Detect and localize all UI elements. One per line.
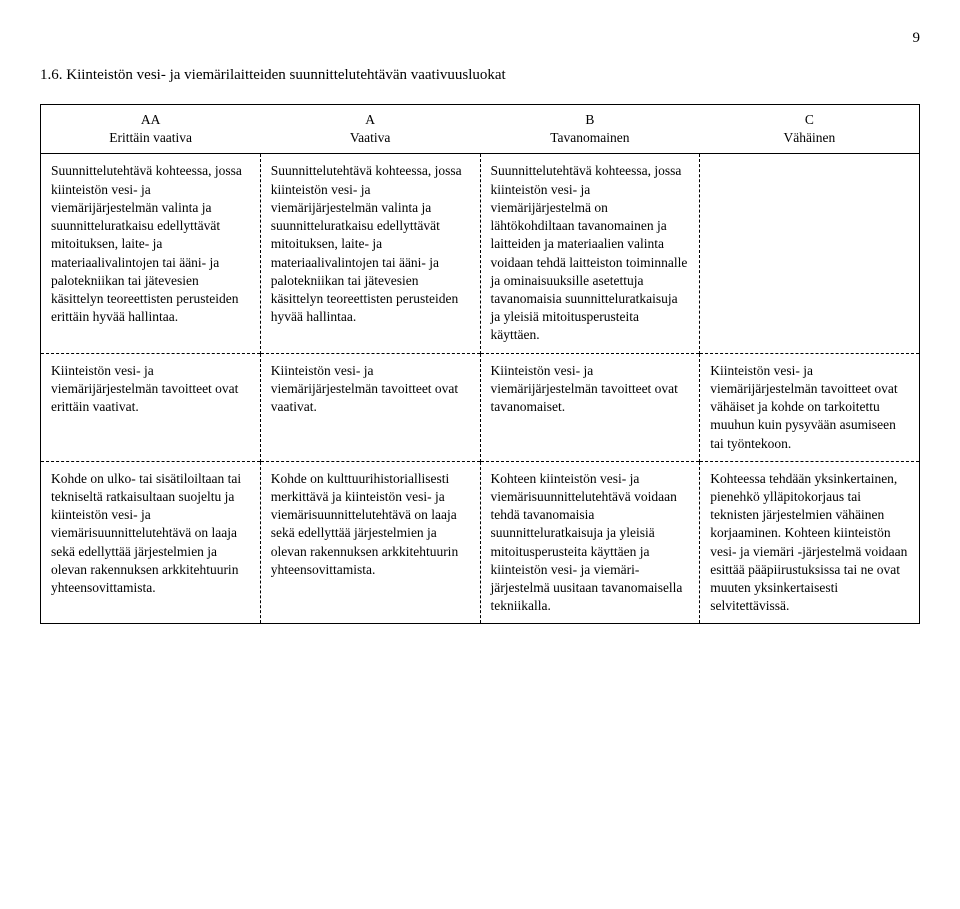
table-cell: Kiinteistön vesi- ja viemärijärjestelmän… bbox=[260, 353, 480, 461]
table-cell: Suunnittelutehtävä kohteessa, jossa kiin… bbox=[260, 154, 480, 353]
column-label: Erittäin vaativa bbox=[51, 129, 250, 147]
column-header: B Tavanomainen bbox=[480, 105, 700, 154]
table-row: Suunnittelutehtävä kohteessa, jossa kiin… bbox=[41, 154, 920, 353]
table-cell: Kohde on kulttuurihistoriallisesti merki… bbox=[260, 461, 480, 624]
table-cell: Kiinteistön vesi- ja viemärijärjestelmän… bbox=[700, 353, 920, 461]
requirements-table: AA Erittäin vaativa A Vaativa B Tavanoma… bbox=[40, 104, 920, 624]
table-cell: Kohteessa tehdään yksinkertainen, pieneh… bbox=[700, 461, 920, 624]
page-number: 9 bbox=[40, 30, 920, 47]
column-label: Tavanomainen bbox=[490, 129, 690, 147]
column-header: AA Erittäin vaativa bbox=[41, 105, 261, 154]
table-header-row: AA Erittäin vaativa A Vaativa B Tavanoma… bbox=[41, 105, 920, 154]
table-cell: Kohteen kiinteistön vesi- ja viemärisuun… bbox=[480, 461, 700, 624]
column-label: Vaativa bbox=[270, 129, 470, 147]
column-header: A Vaativa bbox=[260, 105, 480, 154]
table-cell: Kiinteistön vesi- ja viemärijärjestelmän… bbox=[480, 353, 700, 461]
table-cell: Kohde on ulko- tai sisätiloiltaan tai te… bbox=[41, 461, 261, 624]
table-cell bbox=[700, 154, 920, 353]
column-code: C bbox=[710, 111, 909, 129]
column-code: AA bbox=[51, 111, 250, 129]
table-cell: Kiinteistön vesi- ja viemärijärjestelmän… bbox=[41, 353, 261, 461]
column-code: B bbox=[490, 111, 690, 129]
table-row: Kiinteistön vesi- ja viemärijärjestelmän… bbox=[41, 353, 920, 461]
table-cell: Suunnittelutehtävä kohteessa, jossa kiin… bbox=[480, 154, 700, 353]
column-code: A bbox=[270, 111, 470, 129]
column-label: Vähäinen bbox=[710, 129, 909, 147]
table-row: Kohde on ulko- tai sisätiloiltaan tai te… bbox=[41, 461, 920, 624]
section-title: 1.6. Kiinteistön vesi- ja viemärilaittei… bbox=[40, 67, 920, 84]
table-cell: Suunnittelutehtävä kohteessa, jossa kiin… bbox=[41, 154, 261, 353]
column-header: C Vähäinen bbox=[700, 105, 920, 154]
